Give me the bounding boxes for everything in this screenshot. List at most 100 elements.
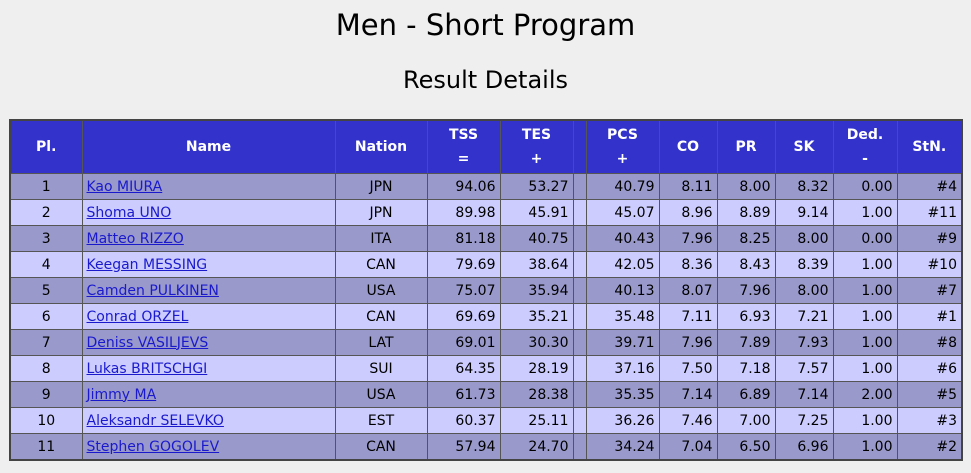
header-text: Pl. bbox=[36, 139, 57, 155]
spacer-cell bbox=[572, 225, 587, 252]
cell: 6 bbox=[9, 303, 83, 330]
cell: 28.38 bbox=[499, 381, 574, 408]
skater-link[interactable]: Camden PULKINEN bbox=[86, 282, 219, 299]
skater-link[interactable]: Deniss VASILJEVS bbox=[86, 334, 209, 351]
cell: 3 bbox=[9, 225, 83, 252]
cell: USA bbox=[334, 381, 428, 408]
header-text: PCS bbox=[607, 127, 638, 143]
cell: 2 bbox=[9, 199, 83, 226]
cell: #11 bbox=[896, 199, 963, 226]
spacer-cell bbox=[572, 199, 587, 226]
cell: 37.16 bbox=[585, 355, 660, 382]
cell: 8.00 bbox=[774, 277, 834, 304]
cell: 81.18 bbox=[426, 225, 501, 252]
cell: 5 bbox=[9, 277, 83, 304]
cell: #10 bbox=[896, 251, 963, 278]
header-text: - bbox=[862, 151, 868, 167]
cell: 7.00 bbox=[716, 407, 776, 434]
header-text: TSS bbox=[448, 127, 479, 143]
cell: 35.35 bbox=[585, 381, 660, 408]
cell: CAN bbox=[334, 303, 428, 330]
cell: Stephen GOGOLEV bbox=[81, 433, 336, 461]
spacer-cell bbox=[572, 355, 587, 382]
spacer-cell bbox=[572, 277, 587, 304]
cell: 38.64 bbox=[499, 251, 574, 278]
cell: 40.75 bbox=[499, 225, 574, 252]
cell: 1.00 bbox=[832, 303, 898, 330]
cell: 8.32 bbox=[774, 173, 834, 200]
cell: 8.00 bbox=[774, 225, 834, 252]
spacer-cell bbox=[572, 329, 587, 356]
column-header: SK bbox=[774, 119, 834, 174]
cell: CAN bbox=[334, 251, 428, 278]
header-text: + bbox=[616, 151, 629, 167]
skater-link[interactable]: Jimmy MA bbox=[86, 386, 157, 403]
cell: 7.21 bbox=[774, 303, 834, 330]
result-row: 7 Deniss VASILJEVS LAT 69.01 30.30 39.71 7.96 7… bbox=[9, 329, 963, 356]
cell: Camden PULKINEN bbox=[81, 277, 336, 304]
cell: 60.37 bbox=[426, 407, 501, 434]
spacer-cell bbox=[572, 433, 587, 461]
cell: 9 bbox=[9, 381, 83, 408]
cell: 42.05 bbox=[585, 251, 660, 278]
cell: 1.00 bbox=[832, 277, 898, 304]
cell: 11 bbox=[9, 433, 83, 461]
cell: 8.43 bbox=[716, 251, 776, 278]
cell: JPN bbox=[334, 199, 428, 226]
cell: 40.79 bbox=[585, 173, 660, 200]
cell: 53.27 bbox=[499, 173, 574, 200]
cell: SUI bbox=[334, 355, 428, 382]
skater-link[interactable]: Aleksandr SELEVKO bbox=[86, 412, 224, 429]
cell: Shoma UNO bbox=[81, 199, 336, 226]
skater-link[interactable]: Shoma UNO bbox=[86, 204, 172, 221]
column-header: Nation bbox=[334, 119, 428, 174]
cell: Matteo RIZZO bbox=[81, 225, 336, 252]
cell: #5 bbox=[896, 381, 963, 408]
cell: 7.04 bbox=[658, 433, 718, 461]
header-text: Ded. bbox=[846, 127, 884, 143]
cell: 7.18 bbox=[716, 355, 776, 382]
column-header: Pl. bbox=[9, 119, 83, 174]
column-header: CO bbox=[658, 119, 718, 174]
column-header: TES + bbox=[499, 119, 574, 174]
cell: 6.50 bbox=[716, 433, 776, 461]
cell: 35.21 bbox=[499, 303, 574, 330]
spacer-cell bbox=[572, 251, 587, 278]
table-body: 1 Kao MIURA JPN 94.06 53.27 40.79 8.11 8.00 8.32… bbox=[9, 173, 963, 461]
cell: 94.06 bbox=[426, 173, 501, 200]
cell: CAN bbox=[334, 433, 428, 461]
cell: #6 bbox=[896, 355, 963, 382]
cell: 25.11 bbox=[499, 407, 574, 434]
skater-link[interactable]: Stephen GOGOLEV bbox=[86, 438, 220, 455]
cell: 1.00 bbox=[832, 433, 898, 461]
cell: 6.96 bbox=[774, 433, 834, 461]
skater-link[interactable]: Kao MIURA bbox=[86, 178, 163, 195]
cell: ITA bbox=[334, 225, 428, 252]
cell: 7.11 bbox=[658, 303, 718, 330]
skater-link[interactable]: Conrad ORZEL bbox=[86, 308, 189, 325]
cell: 40.43 bbox=[585, 225, 660, 252]
results-table: Pl. Name Nation TSS = TES + PCS + CO PR SK Ded. - StN.… bbox=[9, 119, 963, 461]
spacer-cell bbox=[572, 303, 587, 330]
cell: 0.00 bbox=[832, 173, 898, 200]
cell: 7.46 bbox=[658, 407, 718, 434]
cell: 8.89 bbox=[716, 199, 776, 226]
cell: Jimmy MA bbox=[81, 381, 336, 408]
cell: 75.07 bbox=[426, 277, 501, 304]
header-text: + bbox=[530, 151, 543, 167]
result-row: 4 Keegan MESSING CAN 79.69 38.64 42.05 8.36 8.4… bbox=[9, 251, 963, 278]
column-header: TSS = bbox=[426, 119, 501, 174]
skater-link[interactable]: Lukas BRITSCHGI bbox=[86, 360, 208, 377]
result-row: 9 Jimmy MA USA 61.73 28.38 35.35 7.14 6.89 7.14 2… bbox=[9, 381, 963, 408]
cell: Deniss VASILJEVS bbox=[81, 329, 336, 356]
cell: 24.70 bbox=[499, 433, 574, 461]
skater-link[interactable]: Keegan MESSING bbox=[86, 256, 208, 273]
cell: 10 bbox=[9, 407, 83, 434]
result-row: 8 Lukas BRITSCHGI SUI 64.35 28.19 37.16 7.50 7.… bbox=[9, 355, 963, 382]
skater-link[interactable]: Matteo RIZZO bbox=[86, 230, 184, 247]
cell: 8 bbox=[9, 355, 83, 382]
header-text: PR bbox=[735, 139, 757, 155]
cell: 35.94 bbox=[499, 277, 574, 304]
cell: 40.13 bbox=[585, 277, 660, 304]
cell: 1.00 bbox=[832, 355, 898, 382]
